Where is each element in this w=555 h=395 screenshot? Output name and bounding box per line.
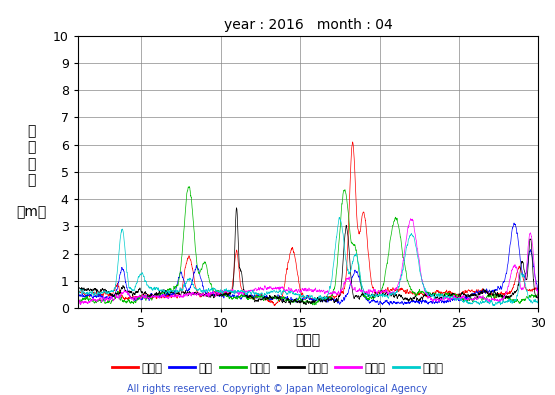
屋久島 (366, 293, 373, 298)
経ケ岬 (74, 292, 81, 297)
経ケ岬 (396, 293, 402, 298)
上ノ国 (421, 293, 427, 297)
生月島 (220, 290, 227, 295)
Line: 経ケ岬: 経ケ岬 (78, 208, 538, 305)
上ノ国 (455, 292, 461, 297)
経ケ岬 (233, 205, 240, 210)
唐桑 (74, 298, 81, 303)
石廈崎 (396, 228, 403, 233)
唐桑 (220, 295, 227, 300)
唐桑 (535, 293, 542, 298)
唐桑 (511, 221, 517, 226)
石廈崎 (74, 302, 81, 307)
屋久島 (220, 290, 227, 294)
屋久島 (455, 296, 461, 301)
上ノ国 (396, 288, 402, 293)
石廈崎 (455, 295, 461, 300)
経ケ岬 (396, 293, 403, 297)
生月島 (535, 298, 542, 303)
石廈崎 (221, 292, 228, 297)
屋久島 (74, 294, 81, 299)
石廈崎 (421, 290, 427, 295)
生月島 (455, 297, 461, 301)
生月島 (396, 280, 402, 285)
Text: All rights reserved. Copyright © Japan Meteorological Agency: All rights reserved. Copyright © Japan M… (128, 384, 427, 394)
唐桑 (421, 298, 427, 303)
Legend: 上ノ国, 唐桑, 石廈崎, 経ケ岬, 生月島, 屋久島: 上ノ国, 唐桑, 石廈崎, 経ケ岬, 生月島, 屋久島 (107, 357, 448, 379)
屋久島 (396, 283, 402, 288)
上ノ国 (220, 292, 227, 297)
生月島 (396, 280, 402, 284)
唐桑 (386, 303, 393, 308)
石廈崎 (186, 184, 193, 189)
石廈崎 (311, 303, 317, 307)
石廈崎 (366, 295, 373, 300)
上ノ国 (396, 287, 403, 292)
X-axis label: （日）: （日） (295, 333, 321, 347)
屋久島 (535, 302, 542, 307)
経ケ岬 (535, 299, 542, 304)
生月島 (74, 304, 81, 309)
屋久島 (396, 285, 402, 290)
上ノ国 (366, 267, 373, 271)
唐桑 (455, 296, 461, 301)
石廈崎 (535, 297, 542, 302)
経ケ岬 (455, 296, 461, 301)
上ノ国 (271, 303, 278, 308)
唐桑 (396, 301, 402, 306)
Text: 有
義
波
高

（m）: 有 義 波 高 （m） (17, 124, 47, 219)
Title: year : 2016   month : 04: year : 2016 month : 04 (224, 18, 392, 32)
上ノ国 (74, 299, 81, 303)
Line: 上ノ国: 上ノ国 (78, 142, 538, 306)
生月島 (366, 290, 373, 295)
Line: 生月島: 生月島 (78, 219, 538, 307)
生月島 (421, 285, 427, 290)
経ケ岬 (366, 293, 373, 298)
上ノ国 (349, 139, 356, 144)
屋久島 (491, 303, 498, 308)
生月島 (407, 216, 414, 221)
Line: 唐桑: 唐桑 (78, 223, 538, 305)
石廈崎 (396, 228, 402, 233)
上ノ国 (535, 293, 542, 298)
屋久島 (421, 284, 427, 289)
経ケ岬 (302, 302, 309, 307)
唐桑 (366, 300, 373, 305)
経ケ岬 (220, 292, 227, 297)
屋久島 (336, 215, 343, 220)
Line: 石廈崎: 石廈崎 (78, 186, 538, 305)
Line: 屋久島: 屋久島 (78, 217, 538, 305)
経ケ岬 (421, 294, 427, 299)
唐桑 (396, 301, 402, 306)
